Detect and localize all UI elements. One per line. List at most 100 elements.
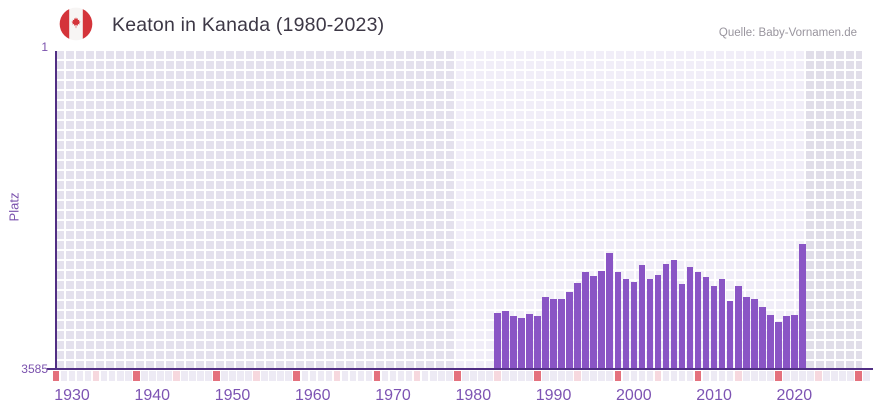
bar-2017[interactable] — [750, 298, 758, 369]
year-cell-2003 — [638, 371, 646, 381]
year-cell-1937 — [108, 371, 116, 381]
x-axis-line — [47, 368, 873, 370]
bar-2013[interactable] — [718, 278, 726, 369]
year-cell-1951 — [221, 371, 228, 381]
year-cell-1966 — [341, 371, 349, 381]
chart-title: Keaton in Kanada (1980-2023) — [112, 14, 385, 36]
bar-1987[interactable] — [510, 316, 517, 369]
bar-2007[interactable] — [670, 259, 678, 369]
year-cell-1989 — [526, 371, 533, 381]
bar-2016[interactable] — [742, 296, 750, 369]
year-cell-2011 — [702, 371, 710, 381]
bar-1985[interactable] — [494, 312, 501, 369]
bar-2011[interactable] — [702, 276, 710, 369]
bar-2020[interactable] — [775, 322, 782, 369]
year-cell-2027 — [831, 371, 838, 381]
year-cell-2008 — [678, 371, 686, 381]
bar-2009[interactable] — [686, 266, 694, 369]
bar-1991[interactable] — [542, 296, 549, 369]
year-cell-1936 — [100, 371, 108, 381]
year-cell-1976 — [421, 371, 429, 381]
year-cell-1969 — [365, 371, 373, 381]
bar-1989[interactable] — [526, 314, 533, 369]
bar-2012[interactable] — [710, 285, 718, 369]
bar-2005[interactable] — [654, 274, 662, 369]
x-tick-label-2020: 2020 — [776, 387, 813, 404]
bar-1997[interactable] — [590, 275, 598, 369]
bars-layer — [56, 51, 862, 369]
year-cell-2023 — [799, 371, 806, 381]
bar-1995[interactable] — [574, 282, 581, 369]
source-attribution: Quelle: Baby-Vornamen.de — [718, 27, 857, 39]
decade-marker-1940 — [132, 371, 140, 381]
year-cell-1931 — [60, 371, 68, 381]
year-cell-1971 — [381, 371, 389, 381]
bar-2004[interactable] — [646, 279, 654, 369]
year-cell-1934 — [84, 371, 92, 381]
year-cell-1967 — [349, 371, 357, 381]
year-cell-1978 — [437, 371, 445, 381]
bar-2003[interactable] — [638, 265, 646, 369]
x-tick-label-1980: 1980 — [455, 387, 492, 404]
bar-2001[interactable] — [622, 278, 630, 369]
year-cell-1982 — [470, 371, 477, 381]
year-cell-1957 — [269, 371, 276, 381]
bar-2000[interactable] — [614, 272, 622, 369]
year-cell-1947 — [189, 371, 196, 381]
bar-2010[interactable] — [694, 272, 702, 369]
x-tick-label-1990: 1990 — [535, 387, 572, 404]
year-cell-1999 — [606, 371, 614, 381]
decade-marker-1930 — [52, 371, 60, 381]
year-cell-2004 — [646, 371, 654, 381]
bar-1993[interactable] — [558, 298, 565, 369]
decade-marker-2030 — [855, 371, 862, 381]
bar-2019[interactable] — [767, 315, 774, 369]
year-cell-2013 — [718, 371, 726, 381]
year-cell-1959 — [285, 371, 293, 381]
half-decade-marker-1935 — [92, 371, 100, 381]
bar-2015[interactable] — [734, 285, 742, 369]
bar-1999[interactable] — [606, 252, 614, 369]
decade-marker-1960 — [293, 371, 301, 381]
bar-1996[interactable] — [582, 272, 589, 369]
bar-2008[interactable] — [678, 283, 686, 369]
year-cell-2017 — [750, 371, 758, 381]
year-cell-2028 — [839, 371, 846, 381]
bar-1992[interactable] — [550, 298, 557, 369]
year-cell-1939 — [124, 371, 132, 381]
bar-1990[interactable] — [534, 316, 541, 369]
bar-1998[interactable] — [598, 271, 606, 369]
year-cell-1964 — [325, 371, 333, 381]
year-cell-1953 — [237, 371, 244, 381]
year-cell-1944 — [165, 371, 172, 381]
bar-2002[interactable] — [630, 282, 638, 369]
bar-1986[interactable] — [502, 310, 509, 369]
bar-2022[interactable] — [791, 314, 798, 369]
half-decade-marker-1975 — [413, 371, 421, 381]
year-cell-1954 — [245, 371, 252, 381]
year-cell-2019 — [767, 371, 774, 381]
bar-2018[interactable] — [758, 306, 766, 369]
bar-2006[interactable] — [662, 264, 670, 369]
year-cell-2006 — [662, 371, 670, 381]
bar-2021[interactable] — [783, 316, 790, 369]
bar-1988[interactable] — [518, 317, 525, 369]
year-cell-2021 — [783, 371, 790, 381]
year-cell-2007 — [670, 371, 678, 381]
decade-marker-1980 — [454, 371, 461, 381]
x-tick-label-1950: 1950 — [214, 387, 251, 404]
year-cell-2001 — [622, 371, 630, 381]
bar-2023[interactable] — [799, 243, 806, 369]
x-tick-label-1930: 1930 — [54, 387, 90, 404]
y-tick-rank-3585: 3585 — [21, 362, 48, 376]
year-cell-1946 — [181, 371, 188, 381]
year-cell-1986 — [502, 371, 509, 381]
year-cell-1962 — [309, 371, 317, 381]
bar-2014[interactable] — [726, 300, 734, 369]
year-cell-2018 — [758, 371, 766, 381]
bar-1994[interactable] — [566, 291, 573, 369]
year-cell-1942 — [149, 371, 156, 381]
year-cell-1949 — [205, 371, 212, 381]
year-cell-2029 — [847, 371, 854, 381]
